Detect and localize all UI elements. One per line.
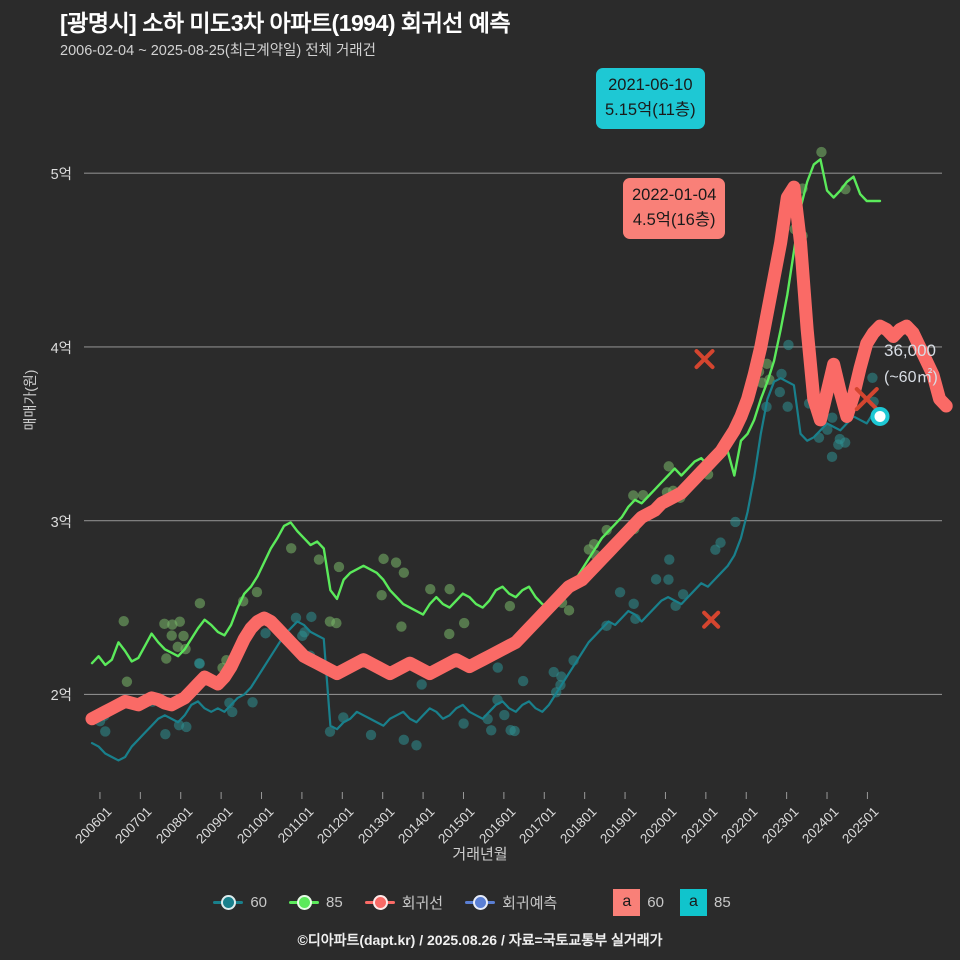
chart-header: [광명시] 소하 미도3차 아파트(1994) 회귀선 예측 2006-02-0… — [60, 8, 940, 62]
x-tick-marks — [99, 792, 868, 799]
legend-label: 회귀예측 — [502, 894, 558, 912]
annotation-price: 4.5억(16층) — [632, 211, 716, 229]
y-tick-label: 3억 — [50, 514, 72, 531]
y-axis-title: 매매가(원) — [22, 369, 38, 431]
circle-line-marker-icon — [364, 893, 395, 911]
legend-label: 회귀선 — [401, 894, 444, 912]
legend-item-회귀선[interactable]: 회귀선 — [364, 892, 444, 913]
legend-badge-85[interactable]: a 85 — [679, 888, 731, 916]
annotation-peak-red[interactable]: 2022-01-04 4.5억(16층) — [623, 178, 726, 239]
series-line-60 — [90, 377, 882, 762]
badge-label: 85 — [713, 893, 731, 911]
annotation-peak-green[interactable]: 2021-06-10 5.15억(11층) — [596, 68, 705, 129]
prediction-markers — [694, 349, 890, 629]
endpoint-area: (~60㎡) — [884, 369, 938, 386]
footer-credit: ©디아파트(dapt.kr) / 2025.08.26 / 자료=국토교통부 실… — [297, 932, 663, 948]
page-subtitle: 2006-02-04 ~ 2025-08-25(최근계약일) 전체 거래건 — [60, 43, 376, 59]
page-title: [광명시] 소하 미도3차 아파트(1994) 회귀선 예측 — [60, 10, 511, 36]
y-tick-label: 2억 — [50, 688, 72, 705]
series-line-85 — [90, 158, 882, 667]
legend-badge-60[interactable]: a 60 — [613, 888, 664, 916]
series-line-regression — [85, 180, 953, 726]
circle-line-marker-icon — [465, 893, 496, 911]
chart-legend: 60 85 회귀선 회귀예측 a 60 a 85 — [0, 885, 960, 919]
annotation-date: 2022-01-04 — [632, 186, 717, 204]
legend-item-회귀예측[interactable]: 회귀예측 — [465, 892, 557, 913]
legend-label: 85 — [326, 893, 343, 911]
annotation-date: 2021-06-10 — [608, 76, 693, 94]
circle-line-marker-icon — [213, 893, 244, 911]
endpoint-label: 36,000 (~60㎡) — [884, 337, 938, 391]
legend-label: 60 — [250, 893, 267, 911]
legend-item-60[interactable]: 60 — [213, 893, 267, 911]
badge-label: 60 — [647, 893, 664, 911]
circle-line-marker-icon — [289, 893, 319, 911]
y-tick-label: 4억 — [50, 340, 72, 357]
endpoint-value: 36,000 — [884, 341, 936, 360]
legend-item-85[interactable]: 85 — [289, 893, 343, 911]
badge-glyph: a — [679, 888, 707, 916]
badge-glyph: a — [613, 888, 641, 916]
y-tick-label: 5억 — [50, 167, 72, 184]
x-axis-title: 거래년월 — [452, 846, 508, 863]
annotation-price: 5.15억(11층) — [605, 101, 696, 119]
gridlines — [84, 172, 942, 695]
